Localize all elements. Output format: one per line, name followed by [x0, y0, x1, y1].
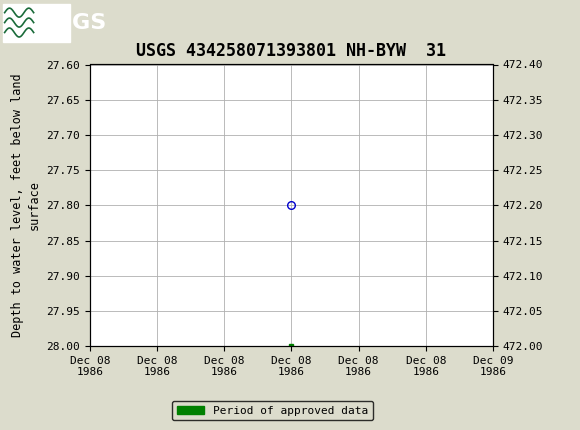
Legend: Period of approved data: Period of approved data: [172, 401, 373, 420]
Text: USGS: USGS: [38, 12, 106, 33]
Y-axis label: Depth to water level, feet below land
surface: Depth to water level, feet below land su…: [11, 74, 41, 337]
Bar: [3, 3, 70, 42]
Title: USGS 434258071393801 NH-BYW  31: USGS 434258071393801 NH-BYW 31: [136, 42, 447, 60]
